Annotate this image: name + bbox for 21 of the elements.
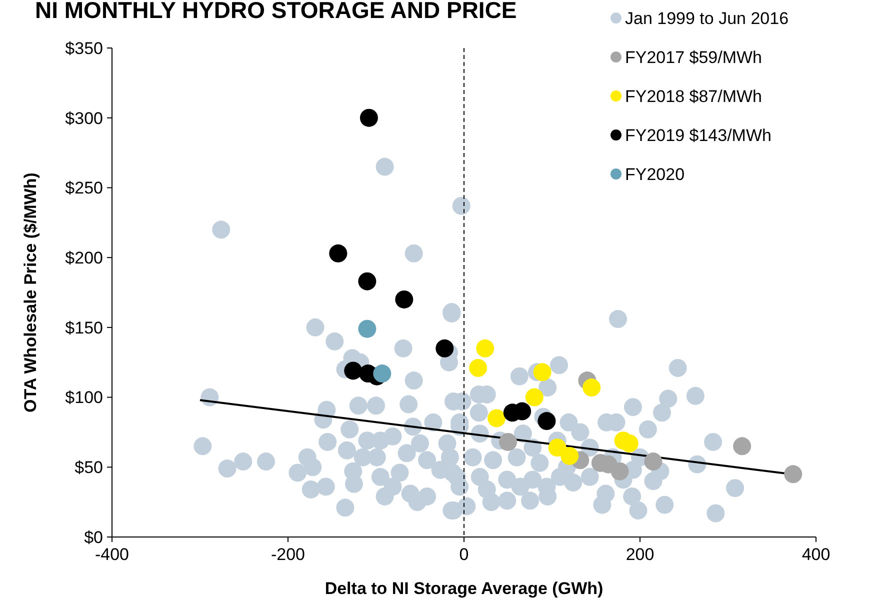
x-tick-label: -400 — [94, 545, 130, 564]
legend-label: FY2018 $87/MWh — [625, 86, 762, 106]
x-tick-label: -200 — [270, 545, 306, 564]
x-tick-label: 200 — [626, 545, 654, 564]
legend-label: FY2019 $143/MWh — [625, 126, 772, 145]
y-tick-label: $150 — [65, 318, 103, 338]
y-tick-label: $0 — [84, 528, 103, 547]
legend-label: Jan 1999 to Jun 2016 — [625, 8, 789, 28]
x-tick-label: 400 — [802, 545, 830, 564]
y-tick-label: $100 — [65, 388, 103, 408]
chart-title: NI MONTHLY HYDRO STORAGE AND PRICE — [35, 0, 517, 23]
y-tick-label: $50 — [74, 458, 103, 478]
y-tick-label: $250 — [65, 178, 103, 198]
y-axis-title: OTA Wholesale Price ($/MWh) — [21, 172, 40, 412]
x-tick-label: 0 — [459, 545, 469, 564]
y-tick-label: $300 — [65, 108, 103, 128]
y-tick-label: $350 — [65, 38, 103, 58]
x-axis-title: Delta to NI Storage Average (GWh) — [324, 579, 604, 598]
legend-label: FY2017 $59/MWh — [625, 48, 762, 67]
y-tick-label: $200 — [65, 248, 103, 268]
legend-label: FY2020 — [625, 164, 685, 184]
